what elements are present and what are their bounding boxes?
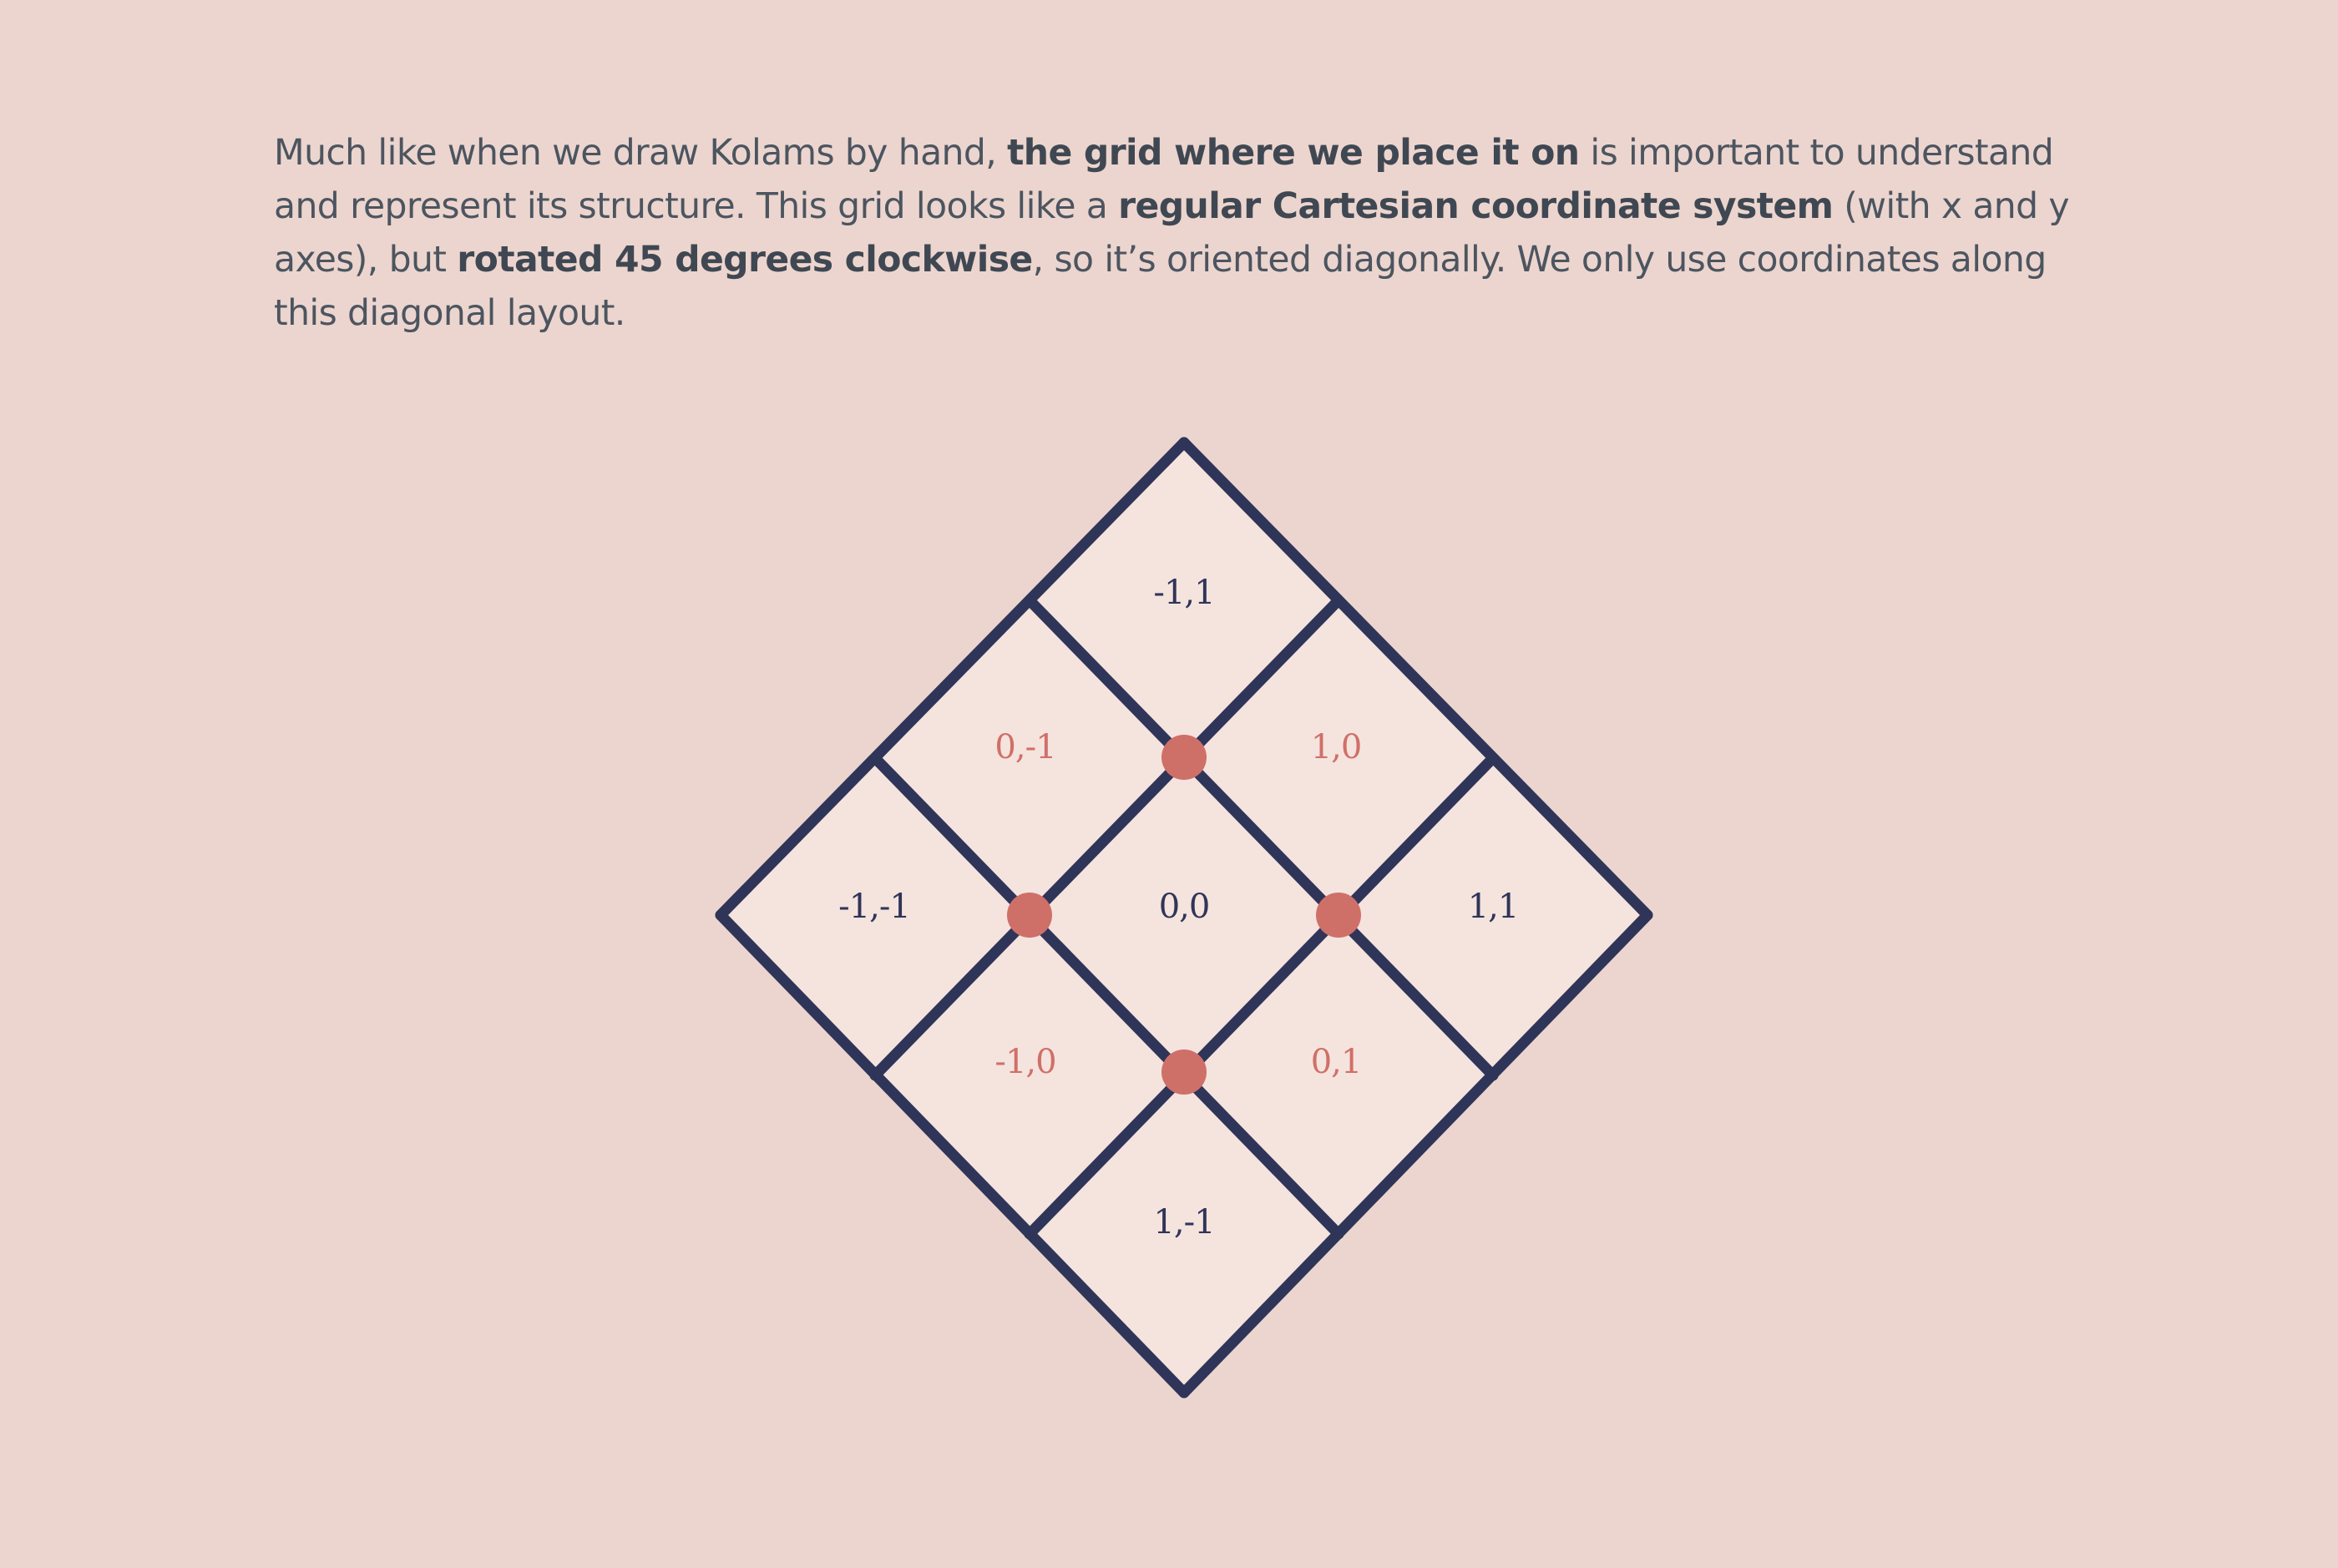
grid-line	[1024, 594, 1499, 1081]
cell-label: 1,1	[1468, 888, 1519, 926]
intro-text-2: is important to understand and represent…	[274, 133, 2054, 227]
cell-label: 0,1	[1311, 1043, 1362, 1081]
intro-bold-cartesian: regular Cartesian coordinate system	[1118, 186, 1834, 227]
intersection-dot	[1161, 735, 1207, 780]
cell-label: 0,0	[1159, 888, 1210, 926]
intro-bold-grid: the grid where we place it on	[1007, 133, 1580, 174]
grid-line	[1024, 752, 1499, 1240]
cell-label: 1,0	[1311, 728, 1362, 766]
grid-lines	[715, 437, 1653, 1399]
intro-bold-rotated: rotated 45 degrees clockwise	[457, 240, 1033, 281]
intro-text-3: (with x and y axes), but	[274, 186, 2070, 281]
intro-text-1: Much like when we draw Kolams by hand,	[274, 133, 1008, 174]
intersection-dot	[1316, 893, 1361, 938]
intersection-dot	[1161, 1050, 1207, 1095]
grid-line	[869, 594, 1344, 1081]
grid-line	[869, 752, 1344, 1240]
cell-label: 1,-1	[1153, 1203, 1214, 1242]
intersection-dot	[1007, 893, 1052, 938]
intersection-dots	[1007, 735, 1361, 1095]
grid-line	[1178, 909, 1653, 1399]
grid-line	[715, 437, 1190, 921]
cell-label: 0,-1	[994, 728, 1055, 766]
cell-label: -1,-1	[838, 888, 910, 926]
intro-paragraph: Much like when we draw Kolams by hand, t…	[274, 127, 2077, 341]
cell-labels: -1,1 0,-1 1,0 -1,-1 0,0 1,1 -1,0 0,1 1,-…	[838, 574, 1519, 1242]
intro-text-4: , so it’s oriented diagonally. We only u…	[274, 240, 2047, 334]
cell-label: -1,1	[1153, 574, 1214, 612]
grid-line	[1178, 437, 1653, 921]
cell-label: -1,0	[994, 1043, 1055, 1081]
grid-line	[715, 909, 1190, 1399]
